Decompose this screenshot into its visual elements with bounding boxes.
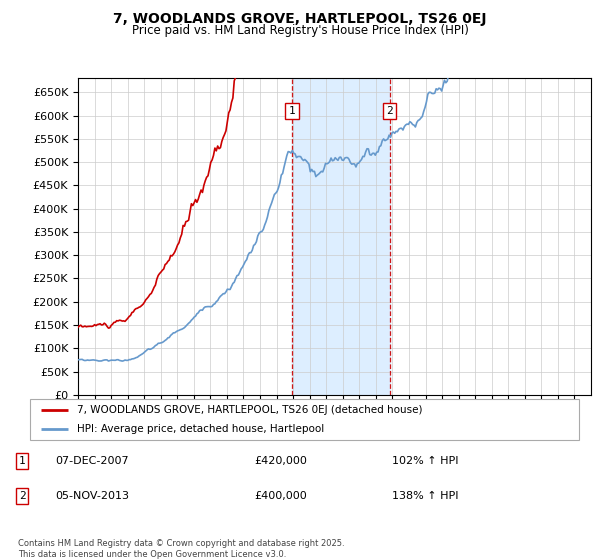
Text: 2: 2 bbox=[19, 491, 26, 501]
Text: Contains HM Land Registry data © Crown copyright and database right 2025.
This d: Contains HM Land Registry data © Crown c… bbox=[18, 539, 344, 559]
Text: HPI: Average price, detached house, Hartlepool: HPI: Average price, detached house, Hart… bbox=[77, 424, 324, 433]
Text: 7, WOODLANDS GROVE, HARTLEPOOL, TS26 0EJ: 7, WOODLANDS GROVE, HARTLEPOOL, TS26 0EJ bbox=[113, 12, 487, 26]
Bar bbox=[292, 78, 390, 395]
Text: 07-DEC-2007: 07-DEC-2007 bbox=[55, 456, 129, 466]
Text: 2: 2 bbox=[386, 106, 393, 116]
Text: 138% ↑ HPI: 138% ↑ HPI bbox=[392, 491, 458, 501]
Text: £420,000: £420,000 bbox=[254, 456, 307, 466]
Text: £400,000: £400,000 bbox=[254, 491, 307, 501]
Text: 102% ↑ HPI: 102% ↑ HPI bbox=[392, 456, 458, 466]
Text: Price paid vs. HM Land Registry's House Price Index (HPI): Price paid vs. HM Land Registry's House … bbox=[131, 24, 469, 37]
FancyBboxPatch shape bbox=[30, 399, 579, 440]
Text: 05-NOV-2013: 05-NOV-2013 bbox=[55, 491, 129, 501]
Text: 1: 1 bbox=[289, 106, 295, 116]
Text: 7, WOODLANDS GROVE, HARTLEPOOL, TS26 0EJ (detached house): 7, WOODLANDS GROVE, HARTLEPOOL, TS26 0EJ… bbox=[77, 405, 422, 415]
Text: 1: 1 bbox=[19, 456, 26, 466]
